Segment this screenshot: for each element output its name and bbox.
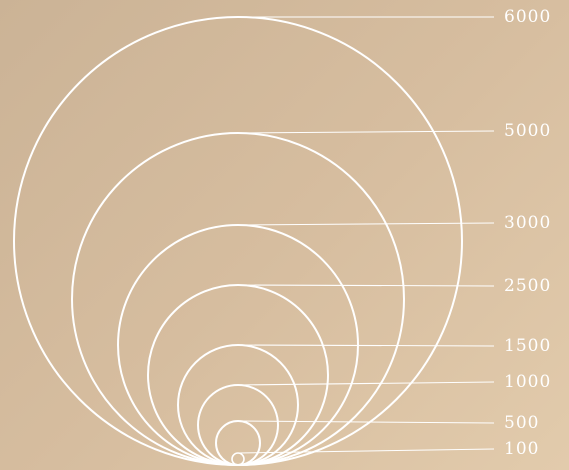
leader-line-500: [237, 420, 495, 424]
circles-layer: [13, 16, 463, 466]
circle-5000: [71, 132, 405, 466]
label-1000: 1000: [504, 372, 551, 392]
leader-line-5000: [237, 130, 495, 134]
circle-1500: [177, 344, 299, 466]
label-6000: 6000: [504, 7, 551, 27]
leader-line-1000: [237, 381, 495, 386]
leader-line-1500: [237, 344, 495, 347]
label-100: 100: [504, 439, 539, 459]
labels-layer: 6000 5000 3000 2500 1500 1000 500 100: [504, 7, 551, 459]
circle-2500: [147, 284, 329, 466]
leader-line-2500: [237, 284, 495, 287]
label-3000: 3000: [504, 213, 551, 233]
label-5000: 5000: [504, 121, 551, 141]
leader-line-100: [237, 448, 495, 454]
label-500: 500: [504, 413, 539, 433]
leader-line-3000: [237, 222, 495, 226]
label-1500: 1500: [504, 336, 551, 356]
circle-6000: [13, 16, 463, 466]
leader-lines-layer: [237, 16, 495, 454]
label-2500: 2500: [504, 276, 551, 296]
circle-500: [215, 420, 261, 466]
circle-100: [231, 452, 245, 466]
